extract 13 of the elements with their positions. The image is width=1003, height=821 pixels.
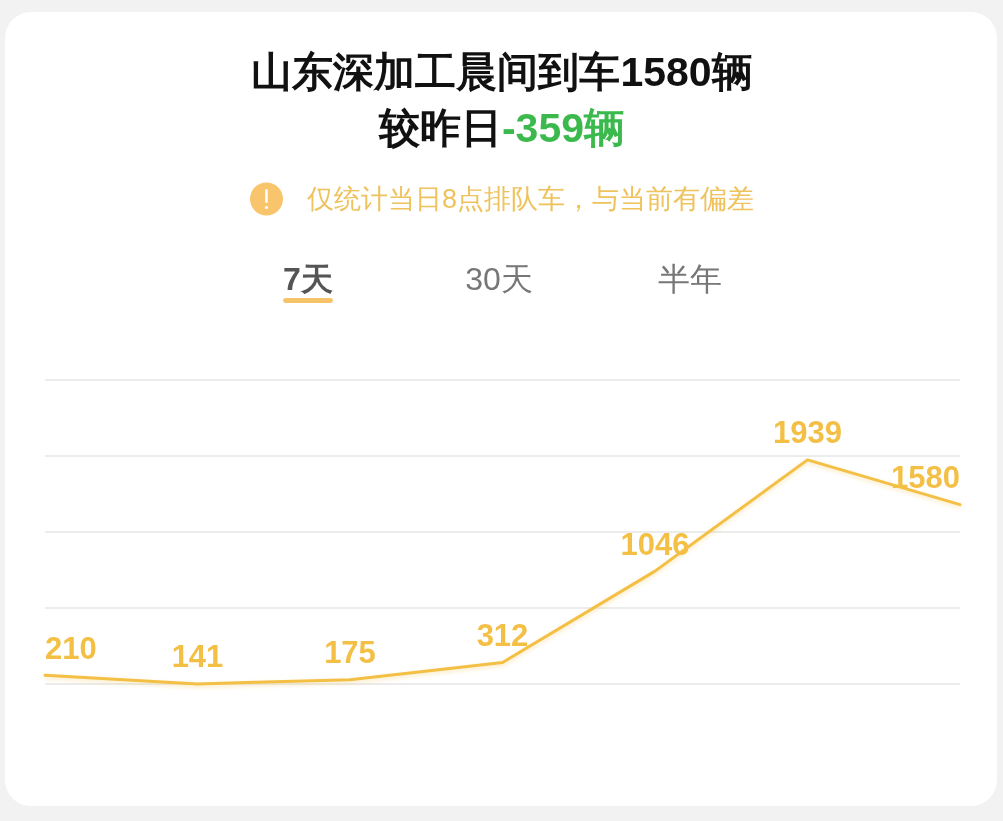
note-text: 仅统计当日8点排队车，与当前有偏差 bbox=[307, 184, 754, 214]
data-label: 312 bbox=[476, 618, 529, 654]
data-label: 210 bbox=[45, 630, 97, 666]
data-label: 1580 bbox=[891, 460, 960, 496]
tab-label: 半年 bbox=[658, 261, 722, 297]
data-label: 141 bbox=[171, 639, 224, 675]
data-label: 175 bbox=[324, 635, 376, 671]
data-label: 1046 bbox=[620, 526, 690, 562]
title: 山东深加工晨间到车1580辆 bbox=[251, 49, 753, 95]
tab-label-selected: 7天 bbox=[283, 261, 333, 297]
tab-label: 30天 bbox=[465, 261, 533, 297]
subtitle: 较昨日-359辆 bbox=[378, 105, 626, 151]
data-label: 1939 bbox=[773, 415, 842, 451]
